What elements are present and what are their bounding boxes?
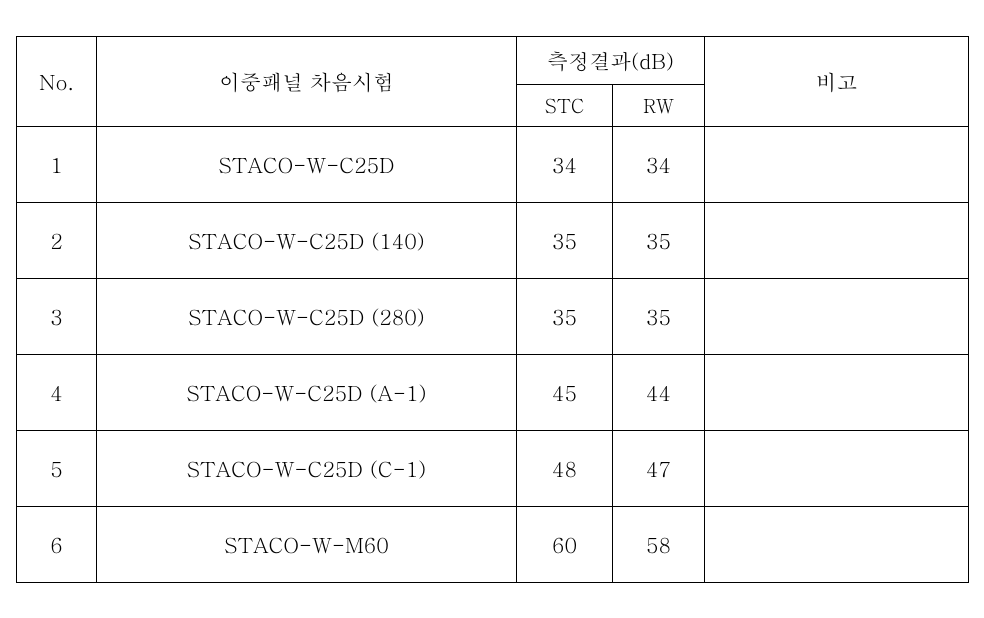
cell-rw: 47 [613,430,705,506]
cell-test: STACO-W-M60 [97,506,517,582]
header-row-1: No. 이중패널 차음시험 측정결과(dB) 비고 [17,36,969,84]
data-table: No. 이중패널 차음시험 측정결과(dB) 비고 STC RW 1 STACO… [16,36,969,583]
cell-test: STACO-W-C25D [97,126,517,202]
header-rw: RW [613,84,705,126]
cell-rw: 35 [613,278,705,354]
cell-no: 3 [17,278,97,354]
table-row: 5 STACO-W-C25D (C-1) 48 47 [17,430,969,506]
cell-remark [705,202,969,278]
header-remark: 비고 [705,36,969,126]
cell-test: STACO-W-C25D (280) [97,278,517,354]
header-no: No. [17,36,97,126]
cell-remark [705,430,969,506]
cell-rw: 44 [613,354,705,430]
cell-no: 1 [17,126,97,202]
cell-stc: 35 [517,278,613,354]
cell-no: 2 [17,202,97,278]
cell-stc: 34 [517,126,613,202]
cell-stc: 48 [517,430,613,506]
cell-rw: 35 [613,202,705,278]
header-result-group: 측정결과(dB) [517,36,705,84]
table-row: 2 STACO-W-C25D (140) 35 35 [17,202,969,278]
cell-no: 4 [17,354,97,430]
cell-stc: 35 [517,202,613,278]
table-row: 3 STACO-W-C25D (280) 35 35 [17,278,969,354]
cell-no: 6 [17,506,97,582]
cell-remark [705,126,969,202]
cell-stc: 45 [517,354,613,430]
cell-rw: 34 [613,126,705,202]
cell-remark [705,278,969,354]
table-row: 4 STACO-W-C25D (A-1) 45 44 [17,354,969,430]
table-container: No. 이중패널 차음시험 측정결과(dB) 비고 STC RW 1 STACO… [16,36,968,583]
cell-rw: 58 [613,506,705,582]
header-test: 이중패널 차음시험 [97,36,517,126]
cell-no: 5 [17,430,97,506]
table-row: 6 STACO-W-M60 60 58 [17,506,969,582]
cell-test: STACO-W-C25D (A-1) [97,354,517,430]
cell-remark [705,506,969,582]
cell-remark [705,354,969,430]
table-row: 1 STACO-W-C25D 34 34 [17,126,969,202]
header-stc: STC [517,84,613,126]
cell-test: STACO-W-C25D (C-1) [97,430,517,506]
cell-stc: 60 [517,506,613,582]
cell-test: STACO-W-C25D (140) [97,202,517,278]
